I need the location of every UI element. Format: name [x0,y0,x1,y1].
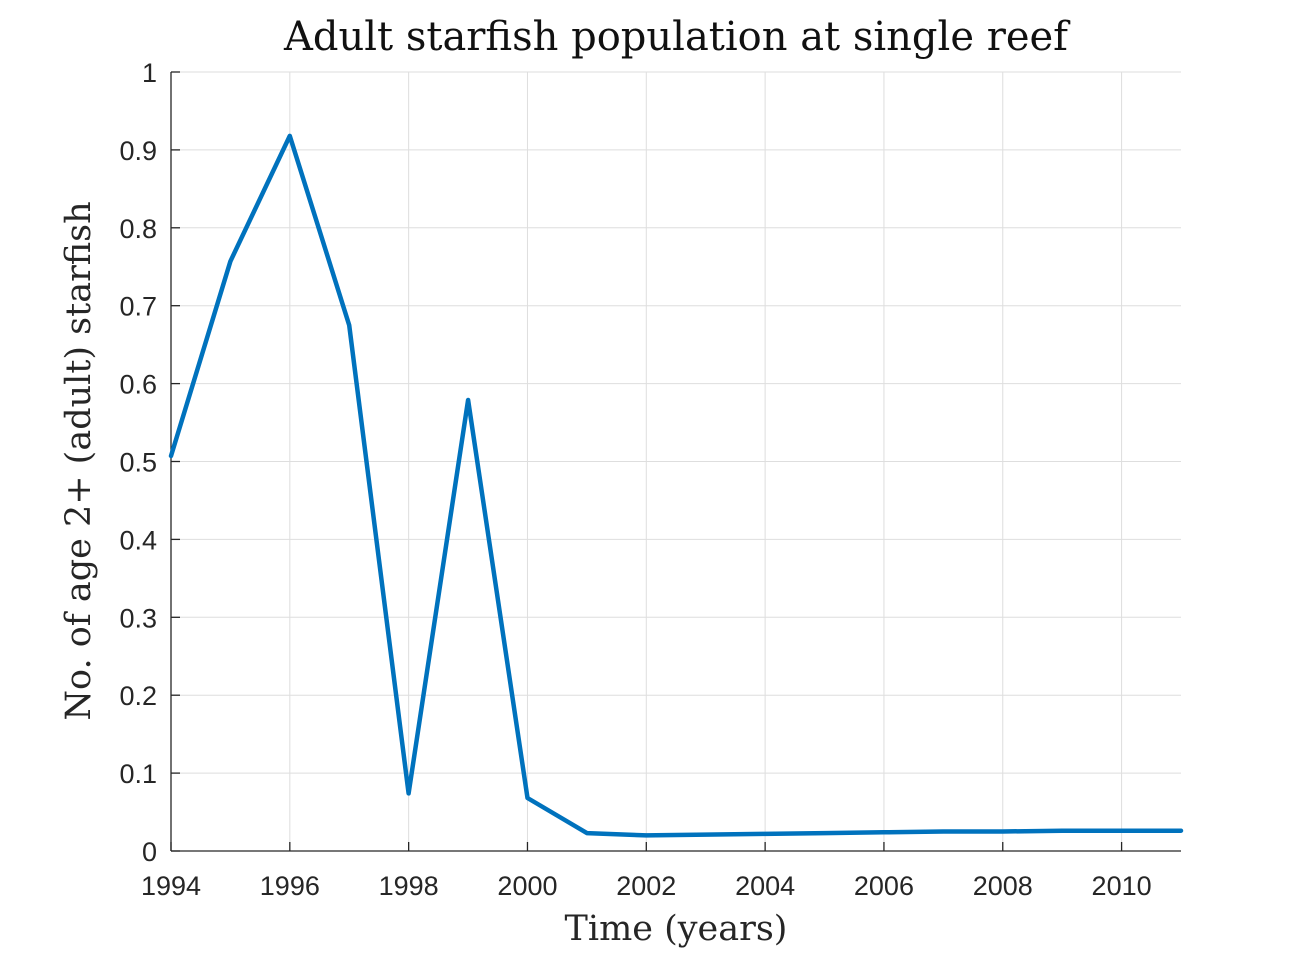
y-tick-label: 0.8 [119,214,157,244]
chart-title: Adult starfish population at single reef [283,14,1071,60]
x-tick-label: 1998 [379,871,439,901]
series-line [168,133,1184,838]
y-tick-label: 0.2 [119,681,157,711]
tick-labels: 1994 1996 1998 2000 2002 2004 2006 2008 2010 0 0.1… [119,58,1151,901]
x-tick-label: 2000 [497,871,557,901]
x-tick-label: 2008 [973,871,1033,901]
series-layer [168,133,1184,838]
x-tick-label: 1994 [141,871,201,901]
y-tick-label: 0.3 [119,603,157,633]
x-tick-label: 2004 [735,871,795,901]
x-tick-label: 2002 [616,871,676,901]
y-tick-label: 0 [142,837,157,867]
axes [170,71,1181,852]
x-tick-label: 2010 [1092,871,1152,901]
y-tick-label: 0.7 [119,292,157,322]
x-axis-label: Time (years) [565,909,788,949]
y-tick-label: 1 [142,58,157,88]
y-tick-label: 0.6 [119,370,157,400]
y-tick-label: 0.1 [119,759,157,789]
y-tick-label: 0.5 [119,448,157,478]
grid [170,71,1181,852]
x-tick-label: 1996 [260,871,320,901]
y-tick-label: 0.9 [119,136,157,166]
y-tick-label: 0.4 [119,525,157,555]
y-axis-label: No. of age 2+ (adult) starfish [59,201,99,720]
x-tick-label: 2006 [854,871,914,901]
